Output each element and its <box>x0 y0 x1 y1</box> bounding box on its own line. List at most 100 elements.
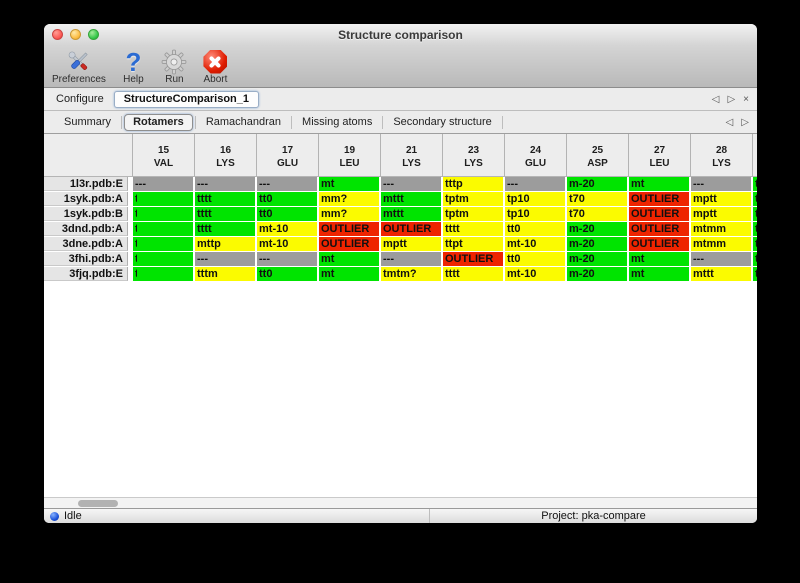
rotamer-cell[interactable]: tt0 <box>257 192 317 206</box>
rotamer-cell[interactable]: --- <box>381 252 441 266</box>
row-label[interactable]: 1syk.pdb:B <box>44 207 128 221</box>
rotamer-cell[interactable]: t <box>753 237 757 251</box>
rotamer-cell[interactable]: OUTLIER <box>629 237 689 251</box>
rotamer-cell[interactable]: mttt <box>381 192 441 206</box>
rotamer-cell[interactable]: tttt <box>443 222 503 236</box>
rotamer-cell[interactable]: tttm <box>195 267 255 281</box>
tab-missing-atoms[interactable]: Missing atoms <box>302 115 373 128</box>
configuration-name-input[interactable]: StructureComparison_1 <box>113 90 260 108</box>
rotamer-cell[interactable]: mt-10 <box>257 222 317 236</box>
column-header-23[interactable]: 23 LYS <box>443 134 505 176</box>
rotamer-cell[interactable]: OUTLIER <box>319 237 379 251</box>
column-header-15[interactable]: 15 VAL <box>133 134 195 176</box>
rotamer-cell[interactable]: t <box>753 222 757 236</box>
rotamer-cell[interactable]: t70 <box>567 192 627 206</box>
column-header-19[interactable]: 19 LEU <box>319 134 381 176</box>
title-bar[interactable]: Structure comparison <box>44 24 757 46</box>
rotamer-cell[interactable]: mtmm <box>691 237 751 251</box>
rotamer-cell[interactable]: t <box>133 222 193 236</box>
rotamer-cell[interactable]: m-20 <box>567 222 627 236</box>
rotamer-cell[interactable]: tptm <box>443 207 503 221</box>
rotamer-cell[interactable]: tt0 <box>257 267 317 281</box>
column-header-17[interactable]: 17 GLU <box>257 134 319 176</box>
configure-close-icon[interactable]: × <box>743 93 749 105</box>
rotamer-cell[interactable]: tp10 <box>505 207 565 221</box>
rotamer-cell[interactable]: m-20 <box>567 237 627 251</box>
configure-prev-arrow-icon[interactable]: ◁ <box>711 93 720 105</box>
rotamer-cell[interactable]: tptm <box>443 192 503 206</box>
rotamer-cell[interactable]: m-20 <box>567 267 627 281</box>
rotamer-cell[interactable]: tttt <box>195 222 255 236</box>
rotamer-cell[interactable]: mttp <box>195 237 255 251</box>
help-button[interactable]: ? Help <box>120 48 147 86</box>
column-header-21[interactable]: 21 LYS <box>381 134 443 176</box>
rotamer-cell[interactable]: OUTLIER <box>319 222 379 236</box>
rotamer-cell[interactable]: tttt <box>443 267 503 281</box>
rotamer-cell[interactable]: OUTLIER <box>443 252 503 266</box>
row-label[interactable]: 3fjq.pdb:E <box>44 267 128 281</box>
rotamer-cell[interactable]: mt <box>319 252 379 266</box>
rotamer-cell[interactable]: --- <box>133 177 193 191</box>
rotamer-cell[interactable]: --- <box>505 177 565 191</box>
tab-ramachandran[interactable]: Ramachandran <box>205 115 282 128</box>
tab-prev-arrow-icon[interactable]: ◁ <box>725 116 734 128</box>
zoom-button[interactable] <box>88 29 99 40</box>
rotamer-cell[interactable]: t <box>133 267 193 281</box>
rotamer-cell[interactable]: mm? <box>319 192 379 206</box>
row-label[interactable]: 3dne.pdb:A <box>44 237 128 251</box>
rotamer-cell[interactable]: tt0 <box>257 207 317 221</box>
rotamer-cell[interactable]: mt <box>319 267 379 281</box>
rotamer-cell[interactable]: mttt <box>381 207 441 221</box>
column-header-24[interactable]: 24 GLU <box>505 134 567 176</box>
rotamer-cell[interactable]: --- <box>195 252 255 266</box>
rotamer-cell[interactable]: t <box>753 177 757 191</box>
rotamer-cell[interactable]: t <box>753 207 757 221</box>
rotamer-cell[interactable]: --- <box>691 177 751 191</box>
rotamer-cell[interactable]: t <box>133 192 193 206</box>
abort-button[interactable]: Abort <box>202 48 229 85</box>
scrollbar-thumb[interactable] <box>78 500 118 507</box>
preferences-button[interactable]: Preferences <box>52 48 106 85</box>
rotamer-cell[interactable]: --- <box>195 177 255 191</box>
rotamer-cell[interactable]: mt-10 <box>505 237 565 251</box>
rotamer-cell[interactable]: t70 <box>567 207 627 221</box>
column-header-16[interactable]: 16 LYS <box>195 134 257 176</box>
rotamer-cell[interactable]: OUTLIER <box>629 207 689 221</box>
rotamer-cell[interactable]: tmtm? <box>381 267 441 281</box>
rotamer-cell[interactable]: tt0 <box>505 252 565 266</box>
rotamer-cell[interactable]: --- <box>381 177 441 191</box>
configure-next-arrow-icon[interactable]: ▷ <box>727 93 736 105</box>
rotamer-cell[interactable]: m-20 <box>567 252 627 266</box>
rotamer-cell[interactable]: tt0 <box>505 222 565 236</box>
rotamer-cell[interactable]: mptt <box>691 207 751 221</box>
rotamer-cell[interactable]: t <box>753 192 757 206</box>
rotamer-cell[interactable]: tttt <box>195 192 255 206</box>
rotamer-cell[interactable]: tp10 <box>505 192 565 206</box>
tab-secondary-structure[interactable]: Secondary structure <box>393 115 492 128</box>
rotamer-cell[interactable]: mt <box>629 252 689 266</box>
tab-next-arrow-icon[interactable]: ▷ <box>741 116 749 128</box>
rotamer-cell[interactable]: mptt <box>691 192 751 206</box>
row-label[interactable]: 1l3r.pdb:E <box>44 177 128 191</box>
rotamer-cell[interactable]: tttp <box>443 177 503 191</box>
tab-rotamers[interactable]: Rotamers <box>124 113 193 131</box>
rotamer-cell[interactable]: t <box>133 252 193 266</box>
column-header-27[interactable]: 27 LEU <box>629 134 691 176</box>
rotamer-cell[interactable]: OUTLIER <box>629 222 689 236</box>
column-header-25[interactable]: 25 ASP <box>567 134 629 176</box>
minimize-button[interactable] <box>70 29 81 40</box>
rotamer-cell[interactable]: OUTLIER <box>381 222 441 236</box>
rotamer-cell[interactable]: mm? <box>319 207 379 221</box>
row-label[interactable]: 3fhi.pdb:A <box>44 252 128 266</box>
rotamer-cell[interactable]: ttpt <box>443 237 503 251</box>
rotamer-cell[interactable]: mt <box>629 177 689 191</box>
rotamer-cell[interactable]: OUTLIER <box>629 192 689 206</box>
row-label[interactable]: 1syk.pdb:A <box>44 192 128 206</box>
tab-summary[interactable]: Summary <box>64 115 112 128</box>
rotamer-cell[interactable]: mt <box>629 267 689 281</box>
horizontal-scrollbar[interactable] <box>44 497 757 508</box>
rotamer-cell[interactable]: mt-10 <box>505 267 565 281</box>
rotamer-cell[interactable]: --- <box>257 252 317 266</box>
rotamer-cell[interactable]: tttt <box>195 207 255 221</box>
row-label[interactable]: 3dnd.pdb:A <box>44 222 128 236</box>
